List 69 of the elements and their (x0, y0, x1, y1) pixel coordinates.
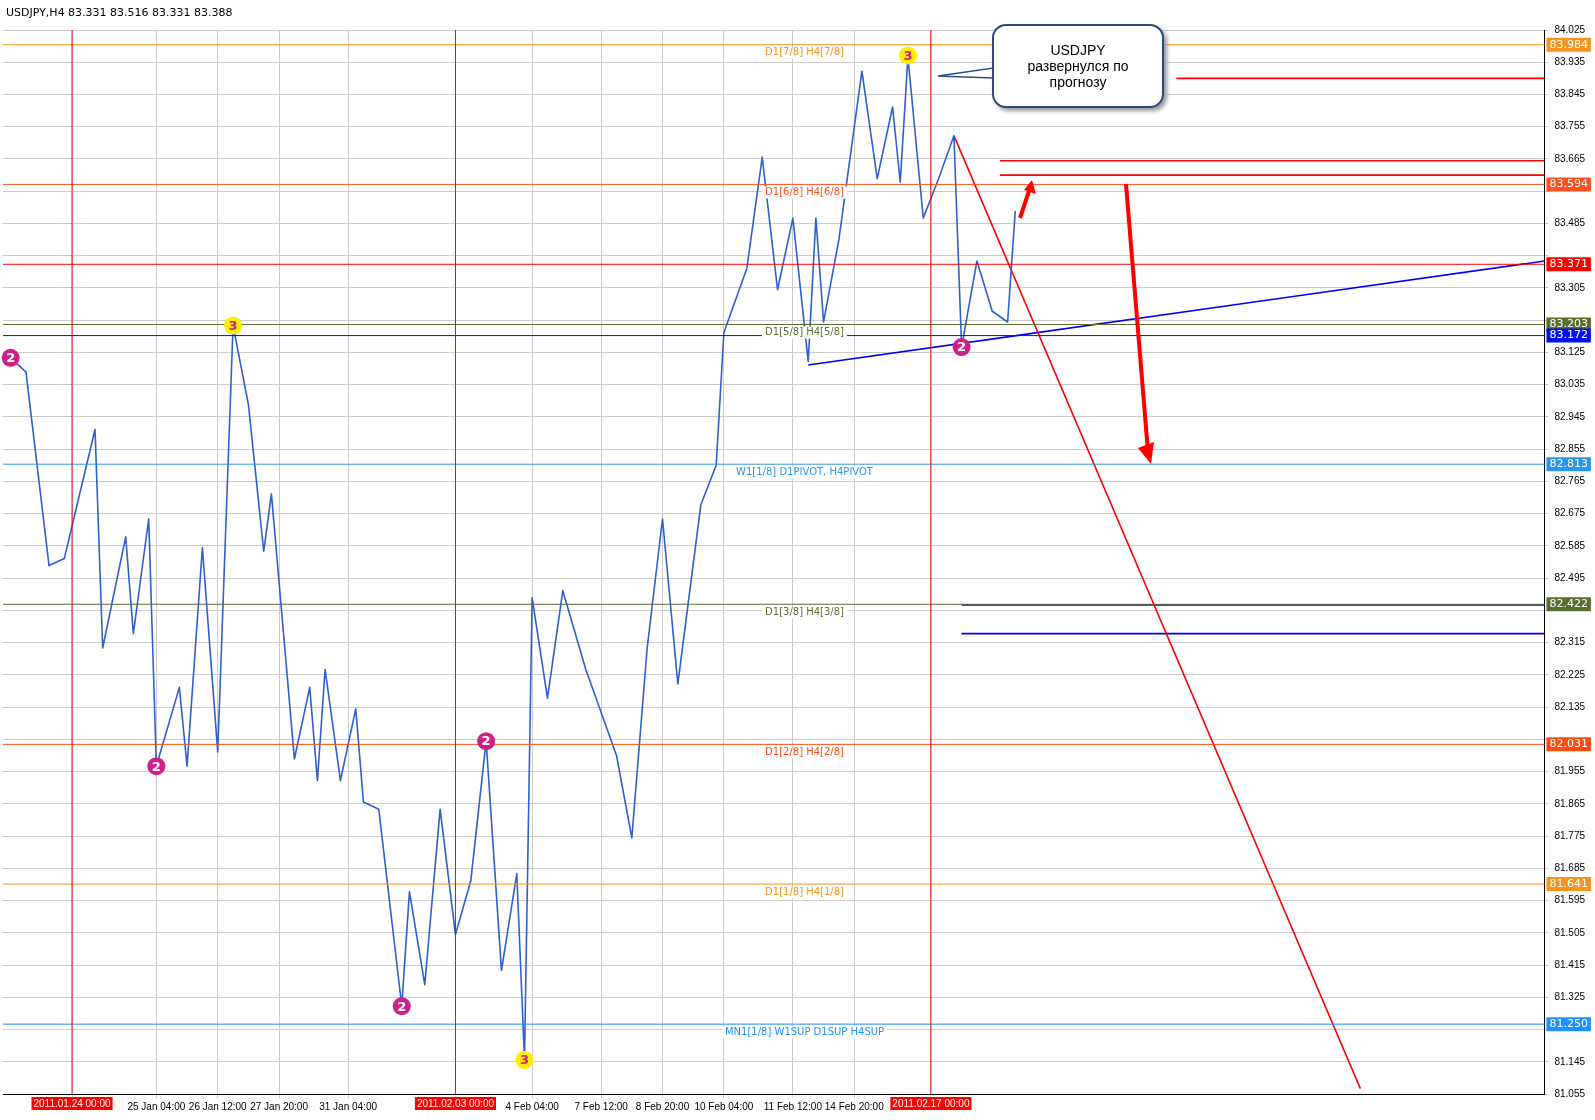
x-tick-label: 26 Jan 12:00 (188, 1100, 248, 1112)
y-tick-label: 83.935 (1554, 55, 1586, 67)
annotation: 2 (397, 998, 407, 1014)
y-tick-label: 82.855 (1554, 442, 1586, 454)
x-tick-label: 7 Feb 12:00 (574, 1100, 629, 1112)
x-tick-label: 31 Jan 04:00 (319, 1100, 378, 1112)
x-tick-label: 2011.02.17 00:00 (892, 1097, 970, 1109)
y-tick-label: 83.035 (1554, 378, 1586, 390)
y-tick-label: 83.125 (1554, 346, 1586, 358)
ref-line-label: 82.422 (1549, 597, 1588, 611)
y-tick-label: 81.325 (1554, 991, 1586, 1003)
annotation: 2 (481, 733, 491, 749)
y-tick-label: 83.845 (1554, 88, 1586, 100)
y-tick-label: 82.765 (1554, 475, 1586, 487)
annotation: D1[5/8] H4[5/8] (765, 326, 845, 338)
annotation: 2 (6, 350, 16, 366)
y-tick-label: 81.415 (1554, 958, 1586, 970)
annotation: D1[6/8] H4[6/8] (765, 186, 845, 197)
x-tick-label: 8 Feb 20:00 (635, 1100, 690, 1112)
y-tick-label: 81.775 (1554, 829, 1586, 841)
y-tick-label: 81.055 (1554, 1087, 1586, 1099)
ref-line-label: 82.031 (1549, 737, 1588, 751)
y-tick-label: 83.485 (1554, 217, 1586, 229)
annotation: D1[7/8] H4[7/8] (765, 46, 845, 58)
y-tick-label: 81.865 (1554, 797, 1586, 809)
y-tick-label: 82.945 (1554, 410, 1586, 422)
annotation: W1[1/8] D1PIVOT, H4PIVOT (736, 465, 874, 477)
y-tick-label: 81.595 (1554, 894, 1586, 906)
ref-line-label: 81.641 (1549, 876, 1588, 890)
y-tick-label: 82.225 (1554, 668, 1586, 680)
y-tick-label: 84.025 (1554, 23, 1586, 35)
annotation: 3 (519, 1052, 529, 1068)
ref-line-label: 82.813 (1549, 457, 1588, 471)
y-tick-label: 81.145 (1554, 1055, 1586, 1067)
annotation: D1[2/8] H4[2/8] (765, 745, 845, 757)
y-tick-label: 81.685 (1554, 862, 1586, 874)
x-tick-label: 2011.02.03 00:00 (416, 1097, 495, 1109)
ref-line-label: 83.594 (1549, 177, 1588, 191)
x-tick-label: 14 Feb 20:00 (824, 1100, 885, 1112)
y-tick-label: 83.755 (1554, 120, 1586, 132)
ref-line-label: 83.203 (1549, 317, 1588, 331)
y-tick-label: 83.665 (1554, 152, 1586, 164)
ref-line-label: 83.984 (1549, 37, 1588, 51)
x-tick-label: 2011.01.24 00:00 (33, 1097, 112, 1109)
x-tick-label: 10 Feb 04:00 (694, 1100, 754, 1112)
y-tick-label: 82.495 (1554, 571, 1586, 583)
x-tick-label: 4 Feb 04:00 (505, 1100, 560, 1112)
y-tick-label: 81.955 (1554, 765, 1586, 777)
x-tick-label: 25 Jan 04:00 (127, 1100, 186, 1112)
y-tick-label: 83.305 (1554, 281, 1586, 293)
x-tick-label: 11 Feb 12:00 (763, 1100, 823, 1112)
ref-line-label: 81.250 (1549, 1017, 1588, 1030)
y-tick-label: 82.585 (1554, 539, 1586, 551)
y-tick-label: 82.135 (1554, 700, 1586, 712)
annotation: 3 (903, 47, 913, 63)
annotation: MN1[1/8] W1SUP D1SUP H4SUP (724, 1025, 885, 1037)
ref-line-label: 83.172 (1549, 328, 1588, 342)
annotation: 2 (151, 758, 161, 774)
x-tick-label: 27 Jan 20:00 (250, 1100, 309, 1112)
y-tick-label: 81.505 (1554, 926, 1586, 938)
annotation: 2 (957, 339, 967, 355)
annotation: USDJPY развернулся по прогнозу (992, 24, 1164, 108)
chart-title: USDJPY,H4 83.331 83.516 83.331 83.388 (6, 6, 233, 19)
y-tick-label: 82.315 (1554, 636, 1586, 648)
ref-line-label: 83.371 (1549, 257, 1588, 271)
annotation: D1[1/8] H4[1/8] (765, 885, 845, 897)
annotation: D1[3/8] H4[3/8] (765, 605, 845, 617)
y-tick-label: 82.675 (1554, 507, 1586, 519)
annotation: 3 (228, 317, 238, 333)
